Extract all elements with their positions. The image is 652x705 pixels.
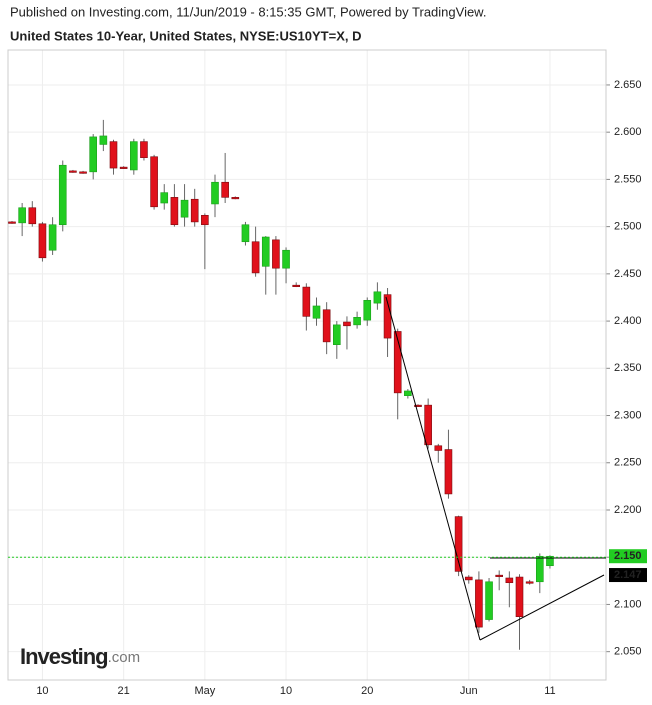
x-tick-label: 10 — [280, 685, 292, 697]
trend-line — [385, 296, 481, 641]
candle-body — [343, 321, 351, 327]
y-tick-label: 2.600 — [614, 126, 642, 138]
logo-suffix: .com — [108, 649, 141, 666]
candle-body — [424, 404, 432, 446]
candle-body — [79, 171, 87, 174]
candle-body — [495, 574, 504, 577]
candle-body — [525, 581, 534, 584]
candle-body — [515, 576, 524, 618]
price-labels: 2.150 2.147 — [8, 549, 647, 583]
published-note: Published on Investing.com, 11/Jun/2019 … — [10, 4, 486, 19]
candle-body — [363, 299, 372, 321]
candle-body — [119, 166, 128, 169]
logo: Investing.com — [20, 644, 140, 669]
candle-body — [292, 284, 301, 287]
trend-lines — [385, 296, 606, 641]
candle-body — [475, 579, 483, 628]
candle-body — [109, 141, 118, 169]
candle-body — [505, 577, 514, 584]
y-tick-label: 2.450 — [614, 268, 642, 280]
y-tick-label: 2.350 — [614, 362, 642, 374]
candle-body — [414, 404, 422, 407]
candle-body — [89, 136, 97, 173]
price-label-box — [609, 549, 647, 564]
candle-body — [251, 241, 260, 274]
y-tick-label: 2.200 — [614, 504, 642, 516]
candle-body — [546, 555, 554, 567]
price-label-box — [609, 568, 647, 583]
y-tick-label: 2.050 — [614, 646, 642, 658]
candle-body — [18, 207, 26, 224]
candle-body — [8, 221, 16, 224]
candle-body — [272, 239, 280, 269]
x-tick-label: 11 — [544, 685, 555, 697]
candle-body — [150, 156, 158, 208]
candle-body — [261, 236, 270, 267]
y-tick-label: 2.250 — [614, 457, 642, 469]
y-tick-label: 2.500 — [614, 221, 642, 233]
candles — [8, 119, 554, 650]
y-tick-label: 2.550 — [614, 173, 642, 185]
candle-body — [130, 141, 138, 171]
y-tick-label: 2.300 — [614, 409, 642, 421]
plot-frame — [7, 49, 607, 681]
candle-body — [454, 516, 463, 572]
x-tick-label: 20 — [361, 685, 373, 697]
logo-main: Investing — [20, 644, 108, 669]
x-tick-label: 10 — [36, 685, 48, 697]
candle-body — [201, 214, 209, 226]
candle-body — [241, 224, 250, 243]
candle-body — [312, 305, 321, 319]
price-label: 2.150 — [614, 550, 642, 562]
candle-body — [485, 581, 493, 620]
candle-body — [434, 445, 443, 451]
candle-body — [332, 324, 341, 345]
candle-body — [180, 199, 189, 218]
candle-body — [58, 164, 67, 226]
candle-body — [190, 198, 199, 223]
price-label: 2.147 — [614, 569, 642, 581]
candle-body — [38, 223, 47, 259]
candle-body — [221, 181, 229, 198]
grid: 2.050 2.100 2.150 2.200 2.250 2.300 2.350 2.400… — [8, 50, 642, 697]
chart-title: United States 10-Year, United States, NY… — [10, 28, 361, 43]
candle-body — [170, 197, 179, 226]
candle-body — [28, 207, 37, 225]
x-tick-label: Jun — [460, 685, 478, 697]
candle-body — [353, 317, 361, 326]
candle-body — [99, 135, 108, 145]
trend-line — [479, 574, 605, 641]
candle-body — [373, 291, 382, 304]
candle-body — [444, 449, 453, 495]
candle-body — [404, 390, 412, 396]
candle-body — [393, 331, 402, 394]
y-tick-label: 2.650 — [614, 79, 642, 91]
candle-body — [231, 197, 240, 200]
candle-body — [464, 576, 473, 581]
candle-body — [160, 192, 169, 204]
candle-body — [140, 141, 148, 158]
x-tick-label: 21 — [118, 685, 130, 697]
y-tick-label: 2.400 — [614, 315, 642, 327]
candle-body — [211, 181, 219, 205]
candle-body — [535, 555, 544, 583]
x-tick-label: May — [194, 685, 215, 697]
candle-body — [322, 309, 331, 343]
candle-body — [282, 249, 290, 269]
candle-body — [48, 224, 57, 251]
candle-body — [69, 170, 77, 173]
y-tick-label: 2.100 — [614, 598, 642, 610]
candle-body — [302, 286, 311, 317]
